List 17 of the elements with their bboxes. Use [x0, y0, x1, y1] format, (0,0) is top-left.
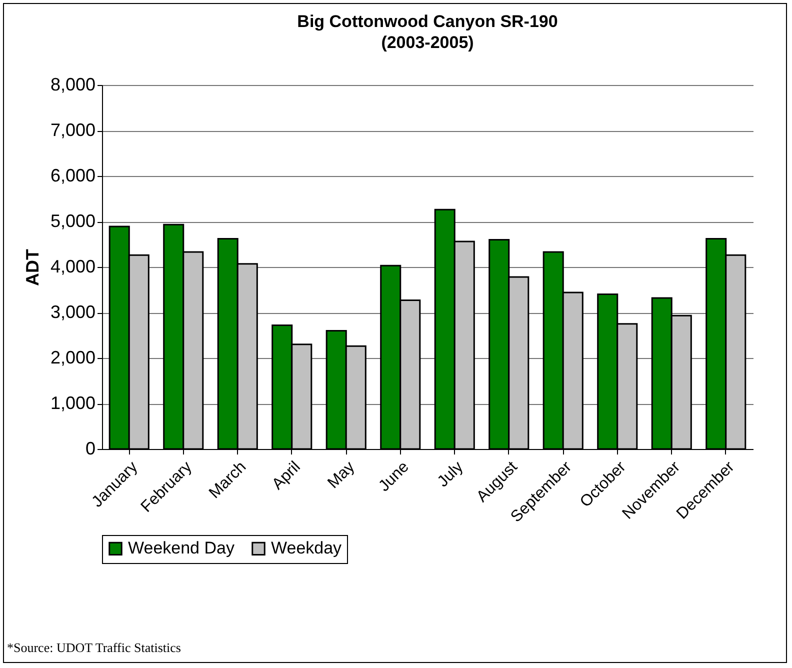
y-tick-label: 5,000 — [50, 211, 96, 231]
y-tick-label: 4,000 — [50, 256, 96, 276]
legend-label: Weekend Day — [128, 538, 235, 558]
x-tick-label: July — [434, 458, 467, 491]
y-tick-label: 7,000 — [50, 120, 96, 140]
y-tick-label: 8,000 — [50, 74, 96, 94]
y-tick-label: 0 — [85, 438, 96, 458]
chart-title: Big Cottonwood Canyon SR-190 — [297, 12, 558, 31]
y-tick-label: 3,000 — [50, 302, 96, 322]
x-tick-label: May — [324, 458, 358, 492]
legend-label: Weekday — [271, 538, 342, 558]
y-axis-title: ADT — [22, 249, 42, 286]
text: *Source: UDOT Traffic Statistics — [7, 640, 181, 656]
y-tick-label: 1,000 — [50, 393, 96, 413]
chart-subtitle: (2003-2005) — [381, 33, 474, 52]
y-tick-label: 6,000 — [50, 166, 96, 186]
y-tick-label: 2,000 — [50, 348, 96, 368]
